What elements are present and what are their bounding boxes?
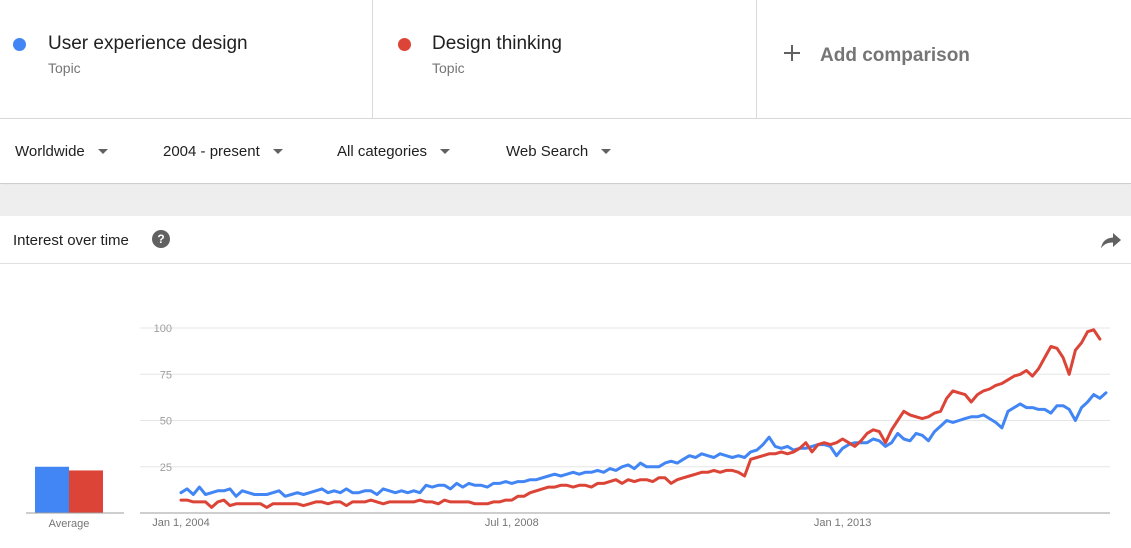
average-bar	[35, 466, 69, 513]
term-name[interactable]: User experience design	[48, 33, 248, 54]
search-type-value: Web Search	[506, 143, 589, 160]
y-tick-label: 75	[160, 369, 172, 381]
help-icon[interactable]: ?	[152, 230, 170, 248]
dropdown-arrow-icon	[97, 149, 108, 154]
dropdown-arrow-icon	[272, 149, 283, 154]
interest-over-time-card: Interest over time ? 25 50 75 100 Jan 1, 200…	[0, 216, 1131, 548]
add-comparison-label: Add comparison	[820, 45, 970, 66]
region-dropdown[interactable]: Worldwide	[15, 143, 108, 160]
plus-icon	[783, 44, 801, 62]
add-comparison-button[interactable]: Add comparison	[757, 0, 1131, 119]
card-title: Interest over time	[13, 232, 129, 249]
term-type: Topic	[48, 60, 81, 76]
y-tick-label: 50	[160, 416, 172, 428]
category-value: All categories	[337, 143, 428, 160]
region-value: Worldwide	[15, 143, 85, 160]
term-card-1[interactable]: User experience design Topic	[0, 0, 373, 119]
average-label: Average	[49, 518, 90, 530]
x-tick-label: Jan 1, 2013	[814, 517, 872, 529]
card-header: Interest over time ?	[0, 216, 1131, 264]
y-tick-label: 100	[154, 323, 172, 335]
time-range-dropdown[interactable]: 2004 - present	[163, 143, 283, 160]
dropdown-arrow-icon	[440, 149, 451, 154]
filter-bar: Worldwide 2004 - present All categories …	[0, 119, 1131, 184]
series-color-dot	[13, 38, 26, 51]
share-icon[interactable]	[1100, 230, 1122, 250]
term-type: Topic	[432, 60, 465, 76]
comparison-bar: User experience design Topic Design thin…	[0, 0, 1131, 119]
search-type-dropdown[interactable]: Web Search	[506, 143, 612, 160]
term-card-2[interactable]: Design thinking Topic	[373, 0, 757, 119]
dropdown-arrow-icon	[601, 149, 612, 154]
term-name[interactable]: Design thinking	[432, 33, 562, 54]
series-line-2	[179, 328, 1102, 509]
y-tick-label: 25	[160, 462, 172, 474]
average-bar	[69, 470, 103, 513]
interest-chart[interactable]: 25 50 75 100 Jan 1, 2004 Jul 1, 2008 Jan 1, 20…	[0, 264, 1131, 548]
x-tick-label: Jul 1, 2008	[485, 517, 539, 529]
series-line-1	[179, 391, 1108, 498]
time-range-value: 2004 - present	[163, 143, 260, 160]
section-divider	[0, 185, 1131, 216]
series-color-dot	[398, 38, 411, 51]
x-tick-label: Jan 1, 2004	[152, 517, 210, 529]
category-dropdown[interactable]: All categories	[337, 143, 451, 160]
